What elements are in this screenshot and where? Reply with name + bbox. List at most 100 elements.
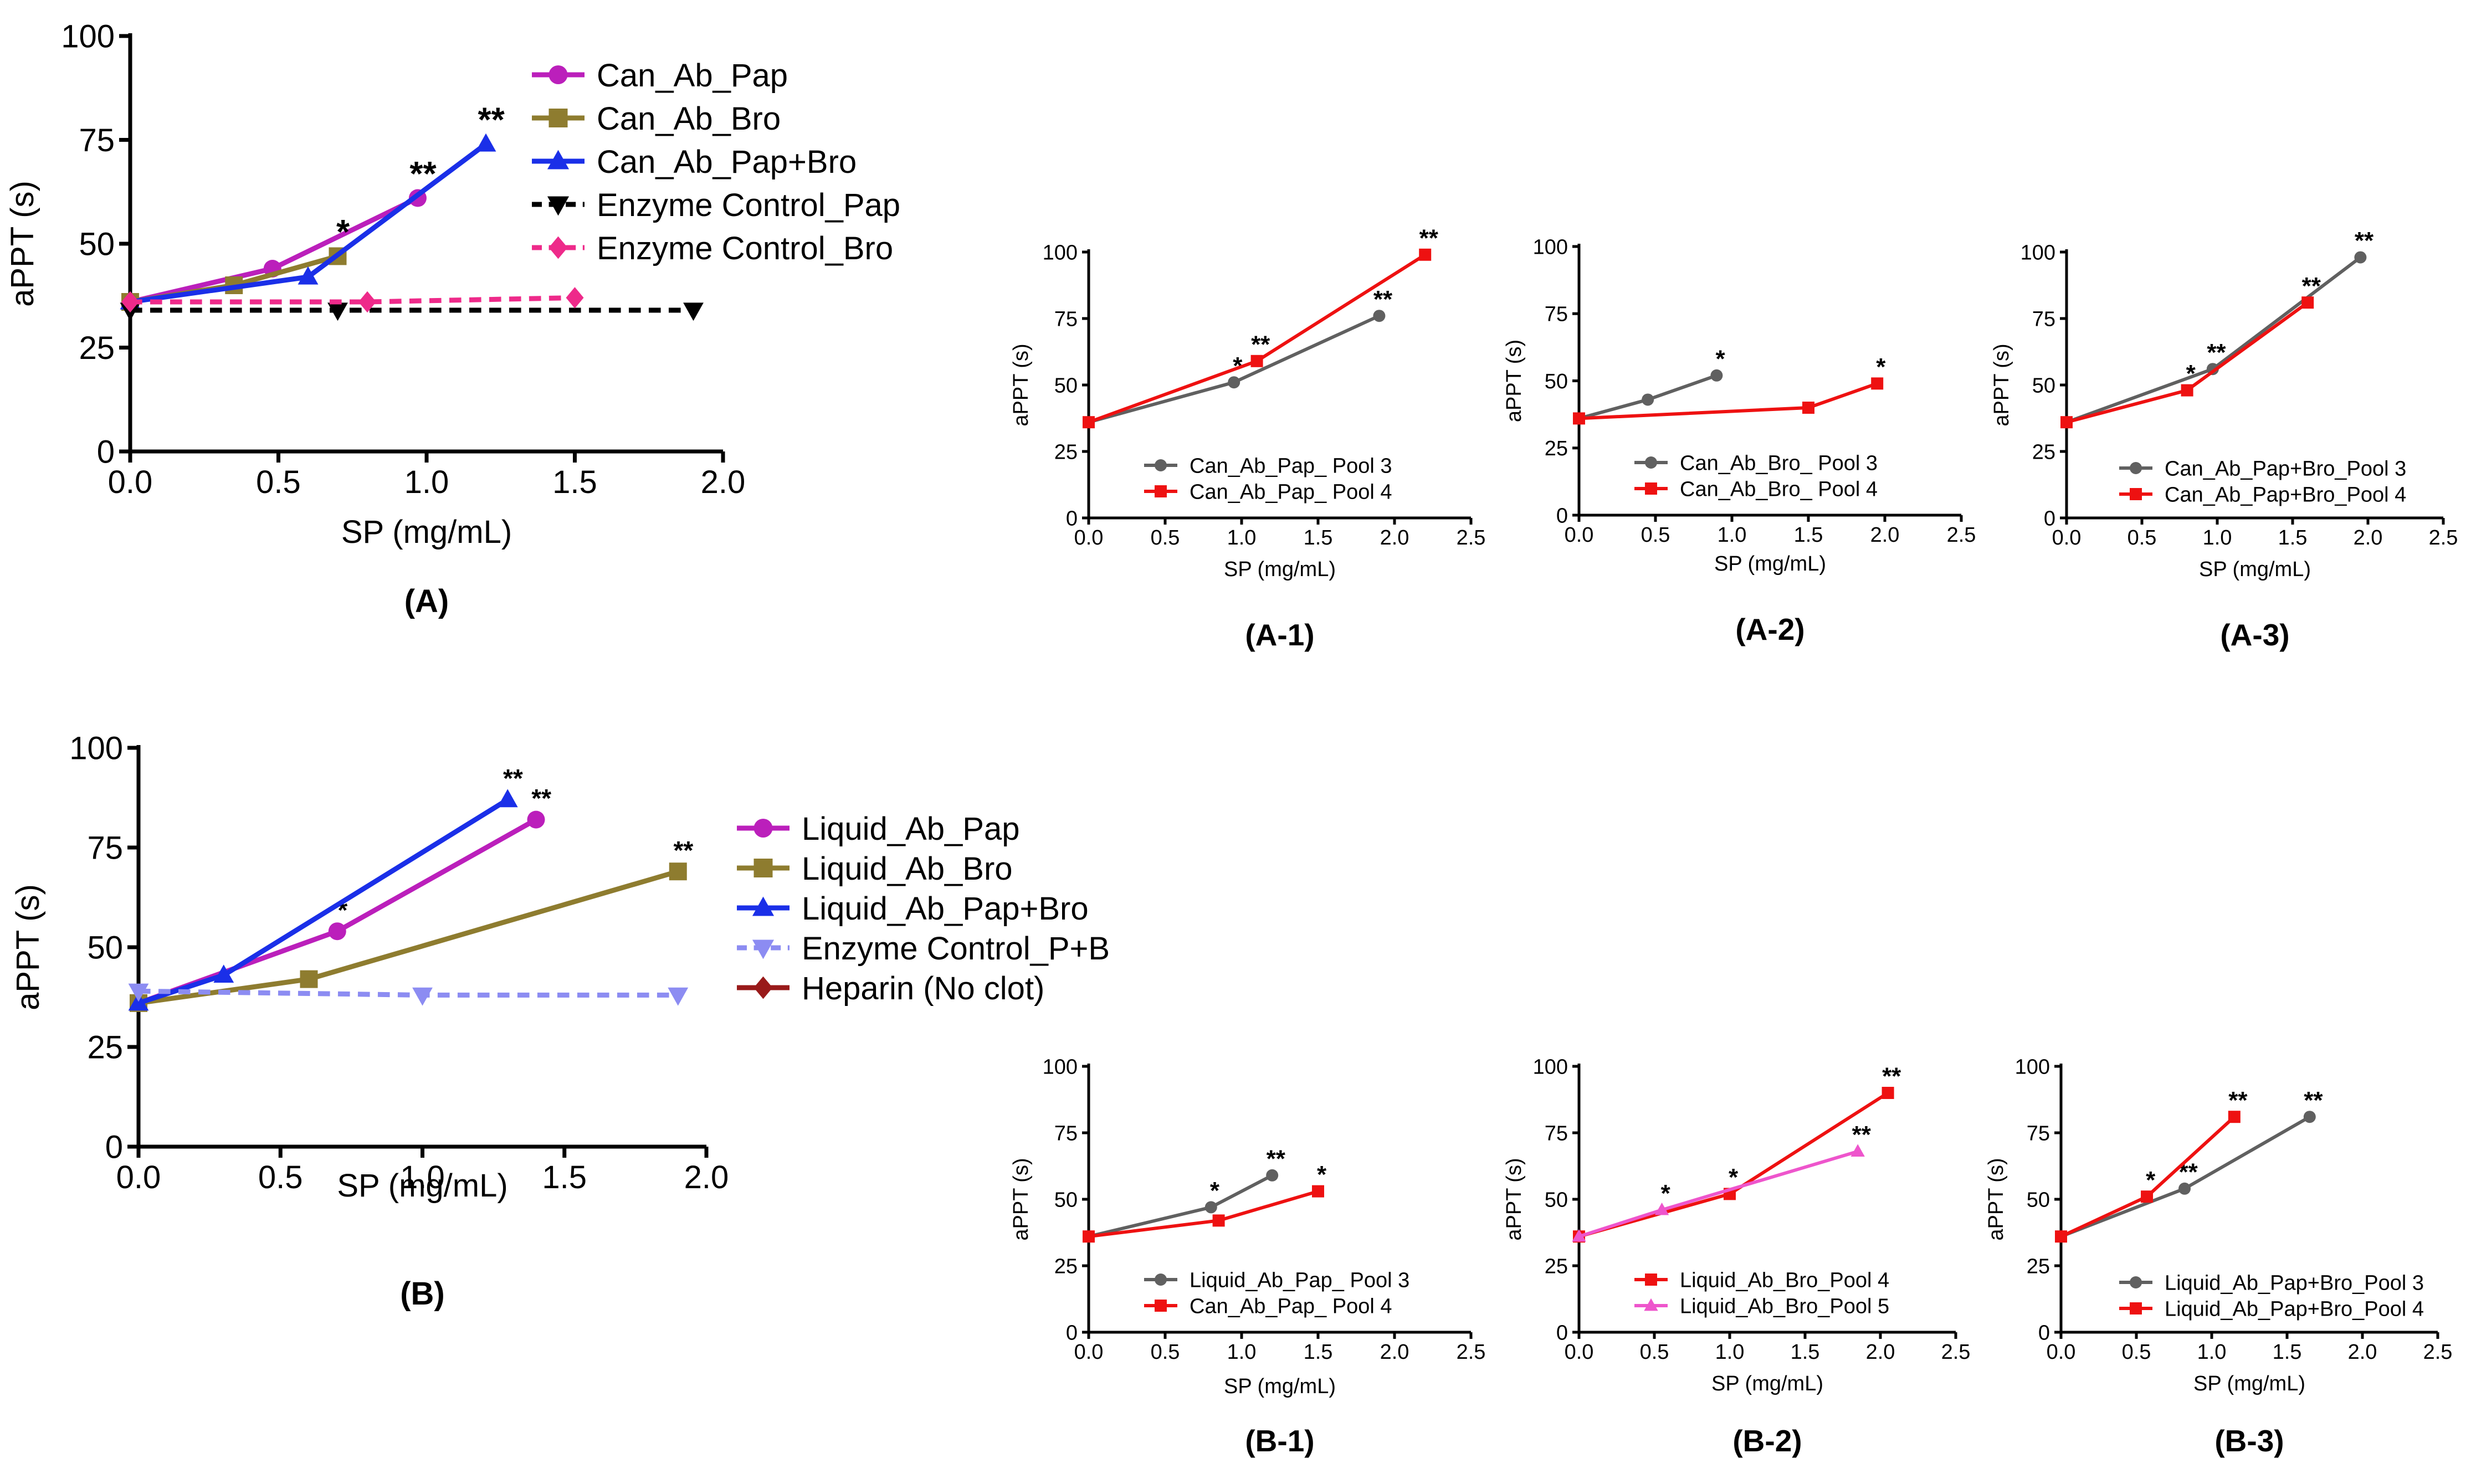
chart-b-2: 0 25 50 75 100 0.0 0.5 1.0 1.5 2.0 2.5 SP (mg/mL) aP…: [1503, 1055, 1970, 1458]
y-tick-label: 25: [1545, 437, 1568, 460]
legend-entry[interactable]: Can_Ab_Pap+Bro: [532, 144, 857, 180]
legend-entry[interactable]: Liquid_Ab_Pap+Bro_Pool 3: [2119, 1272, 2424, 1295]
series-liquid-ab-pap-pool-3: ***: [1083, 1145, 1286, 1243]
legend-entry[interactable]: Can_Ab_Pap: [532, 58, 788, 94]
legend-label: Can_Ab_Pap: [597, 58, 788, 94]
significance-label: **: [531, 784, 551, 813]
x-tick-label: 0.0: [2047, 1341, 2076, 1364]
x-tick-label: 0.0: [1074, 1341, 1104, 1364]
y-tick-label: 50: [2027, 1188, 2050, 1211]
y-tick-label: 75: [1545, 1122, 1568, 1145]
series-line: [1578, 1149, 1859, 1239]
legend-entry[interactable]: Heparin (No clot): [737, 970, 1044, 1007]
significance-label: *: [1317, 1161, 1327, 1188]
data-point: [358, 291, 376, 313]
x-tick-label: 2.0: [701, 464, 746, 500]
legend-entry[interactable]: Enzyme Control_Bro: [532, 230, 893, 266]
y-axis-title: aPPT (s): [1503, 340, 1526, 422]
legend-marker: [1645, 456, 1657, 469]
panel-label: (B-3): [2214, 1424, 2284, 1458]
y-tick-label: 100: [1533, 1055, 1568, 1079]
legend-entry[interactable]: Liquid_Ab_Pap+Bro: [737, 891, 1089, 927]
legend-label: Can_Ab_Pap+Bro_Pool 4: [2165, 484, 2406, 507]
series-liquid-ab-bro-pool-5: ***: [1572, 1121, 1872, 1242]
y-tick-label: 100: [61, 18, 115, 54]
legend-entry[interactable]: Can_Ab_Bro: [532, 101, 781, 137]
legend-entry[interactable]: Liquid_Ab_Bro: [737, 851, 1013, 887]
significance-label: *: [1876, 353, 1886, 381]
y-axis-title: aPPT (s): [4, 181, 40, 307]
data-point: [300, 970, 318, 988]
y-tick-label: 75: [87, 830, 123, 866]
legend-entry[interactable]: Liquid_Ab_Pap+Bro_Pool 4: [2119, 1298, 2424, 1321]
legend-entry[interactable]: Can_Ab_Pap_ Pool 4: [1144, 481, 1392, 504]
legend-label: Can_Ab_Pap_ Pool 3: [1190, 455, 1392, 478]
y-tick-label: 100: [69, 730, 123, 766]
significance-label: *: [2146, 1167, 2156, 1194]
legend-entry[interactable]: Can_Ab_Pap_ Pool 4: [1144, 1295, 1392, 1318]
legend-entry[interactable]: Liquid_Ab_Pap: [737, 811, 1019, 847]
legend-entry[interactable]: Can_Ab_Pap_ Pool 3: [1144, 455, 1392, 478]
legend-entry[interactable]: Can_Ab_Bro_ Pool 3: [1634, 452, 1878, 475]
legend-label: Liquid_Ab_Pap: [802, 811, 1019, 847]
data-point: [1654, 1203, 1669, 1215]
y-tick-label: 0: [97, 434, 115, 470]
legend-label: Can_Ab_Bro_ Pool 4: [1680, 478, 1878, 501]
x-tick-label: 1.5: [1304, 1341, 1333, 1364]
legend-entry[interactable]: Liquid_Ab_Bro_Pool 5: [1634, 1295, 1889, 1318]
legend-entry[interactable]: Can_Ab_Pap+Bro_Pool 3: [2119, 458, 2406, 481]
y-tick-label: 50: [87, 930, 123, 966]
legend-marker: [548, 236, 568, 259]
x-tick-label: 2.0: [2354, 526, 2383, 550]
legend-entry[interactable]: Can_Ab_Bro_ Pool 4: [1634, 478, 1878, 501]
legend-entry[interactable]: Can_Ab_Pap+Bro_Pool 4: [2119, 484, 2406, 507]
legend-marker: [2130, 1302, 2142, 1314]
data-point: [1710, 369, 1723, 382]
data-point: [1802, 402, 1814, 414]
x-tick-label: 0.5: [1151, 526, 1180, 550]
data-point: [412, 987, 433, 1006]
data-point: [2301, 296, 2314, 309]
data-point: [121, 291, 139, 313]
data-point: [1850, 1144, 1865, 1157]
x-tick-label: 0.5: [2122, 1341, 2151, 1364]
legend-entry[interactable]: Liquid_Ab_Pap_ Pool 3: [1144, 1269, 1409, 1292]
data-point: [2354, 251, 2367, 264]
legend-marker: [1155, 1300, 1167, 1312]
y-tick-label: 25: [1054, 440, 1078, 464]
x-tick-label: 1.5: [2278, 526, 2308, 550]
x-tick-label: 0.0: [1565, 523, 1594, 547]
x-tick-label: 1.0: [2197, 1341, 2227, 1364]
significance-label: **: [1882, 1063, 1901, 1090]
y-tick-label: 75: [1054, 307, 1078, 331]
data-point: [1083, 416, 1095, 429]
y-tick-label: 75: [1054, 1122, 1078, 1145]
legend-entry[interactable]: Enzyme Control_P+B: [737, 931, 1110, 967]
x-tick-label: 0.5: [1151, 1341, 1180, 1364]
y-tick-label: 50: [2032, 374, 2055, 397]
series-liquid-ab-pap: ***: [130, 784, 551, 1012]
series-line: [138, 988, 678, 998]
y-axis-title: aPPT (s): [1009, 343, 1033, 426]
series-can-ab-pap-bro-pool-4: ***: [2060, 273, 2321, 429]
x-tick-label: 0.0: [1074, 526, 1104, 550]
series-enzyme-control-pap: [120, 302, 704, 321]
legend-entry[interactable]: Liquid_Ab_Bro_Pool 4: [1634, 1269, 1889, 1292]
legend-marker: [752, 896, 775, 916]
y-tick-label: 100: [1043, 1055, 1078, 1079]
legend-marker: [547, 196, 570, 216]
legend-marker: [753, 859, 773, 877]
legend-marker: [547, 150, 570, 170]
legend-marker: [1644, 1298, 1658, 1311]
y-tick-label: 0: [105, 1129, 123, 1165]
data-point: [213, 964, 234, 983]
legend-label: Liquid_Ab_Pap+Bro_Pool 3: [2165, 1272, 2424, 1295]
x-tick-label: 0.5: [256, 464, 301, 500]
y-axis-title: aPPT (s): [10, 884, 46, 1010]
chart-b-3: 0 25 50 75 100 0.0 0.5 1.0 1.5 2.0 2.5 SP (mg/mL) aP…: [1985, 1055, 2452, 1458]
y-axis-title: aPPT (s): [1990, 343, 2013, 426]
legend-label: Enzyme Control_Bro: [597, 230, 893, 266]
x-tick-label: 1.5: [552, 464, 597, 500]
legend-entry[interactable]: Enzyme Control_Pap: [532, 187, 900, 223]
legend-label: Can_Ab_Pap+Bro_Pool 3: [2165, 458, 2406, 481]
